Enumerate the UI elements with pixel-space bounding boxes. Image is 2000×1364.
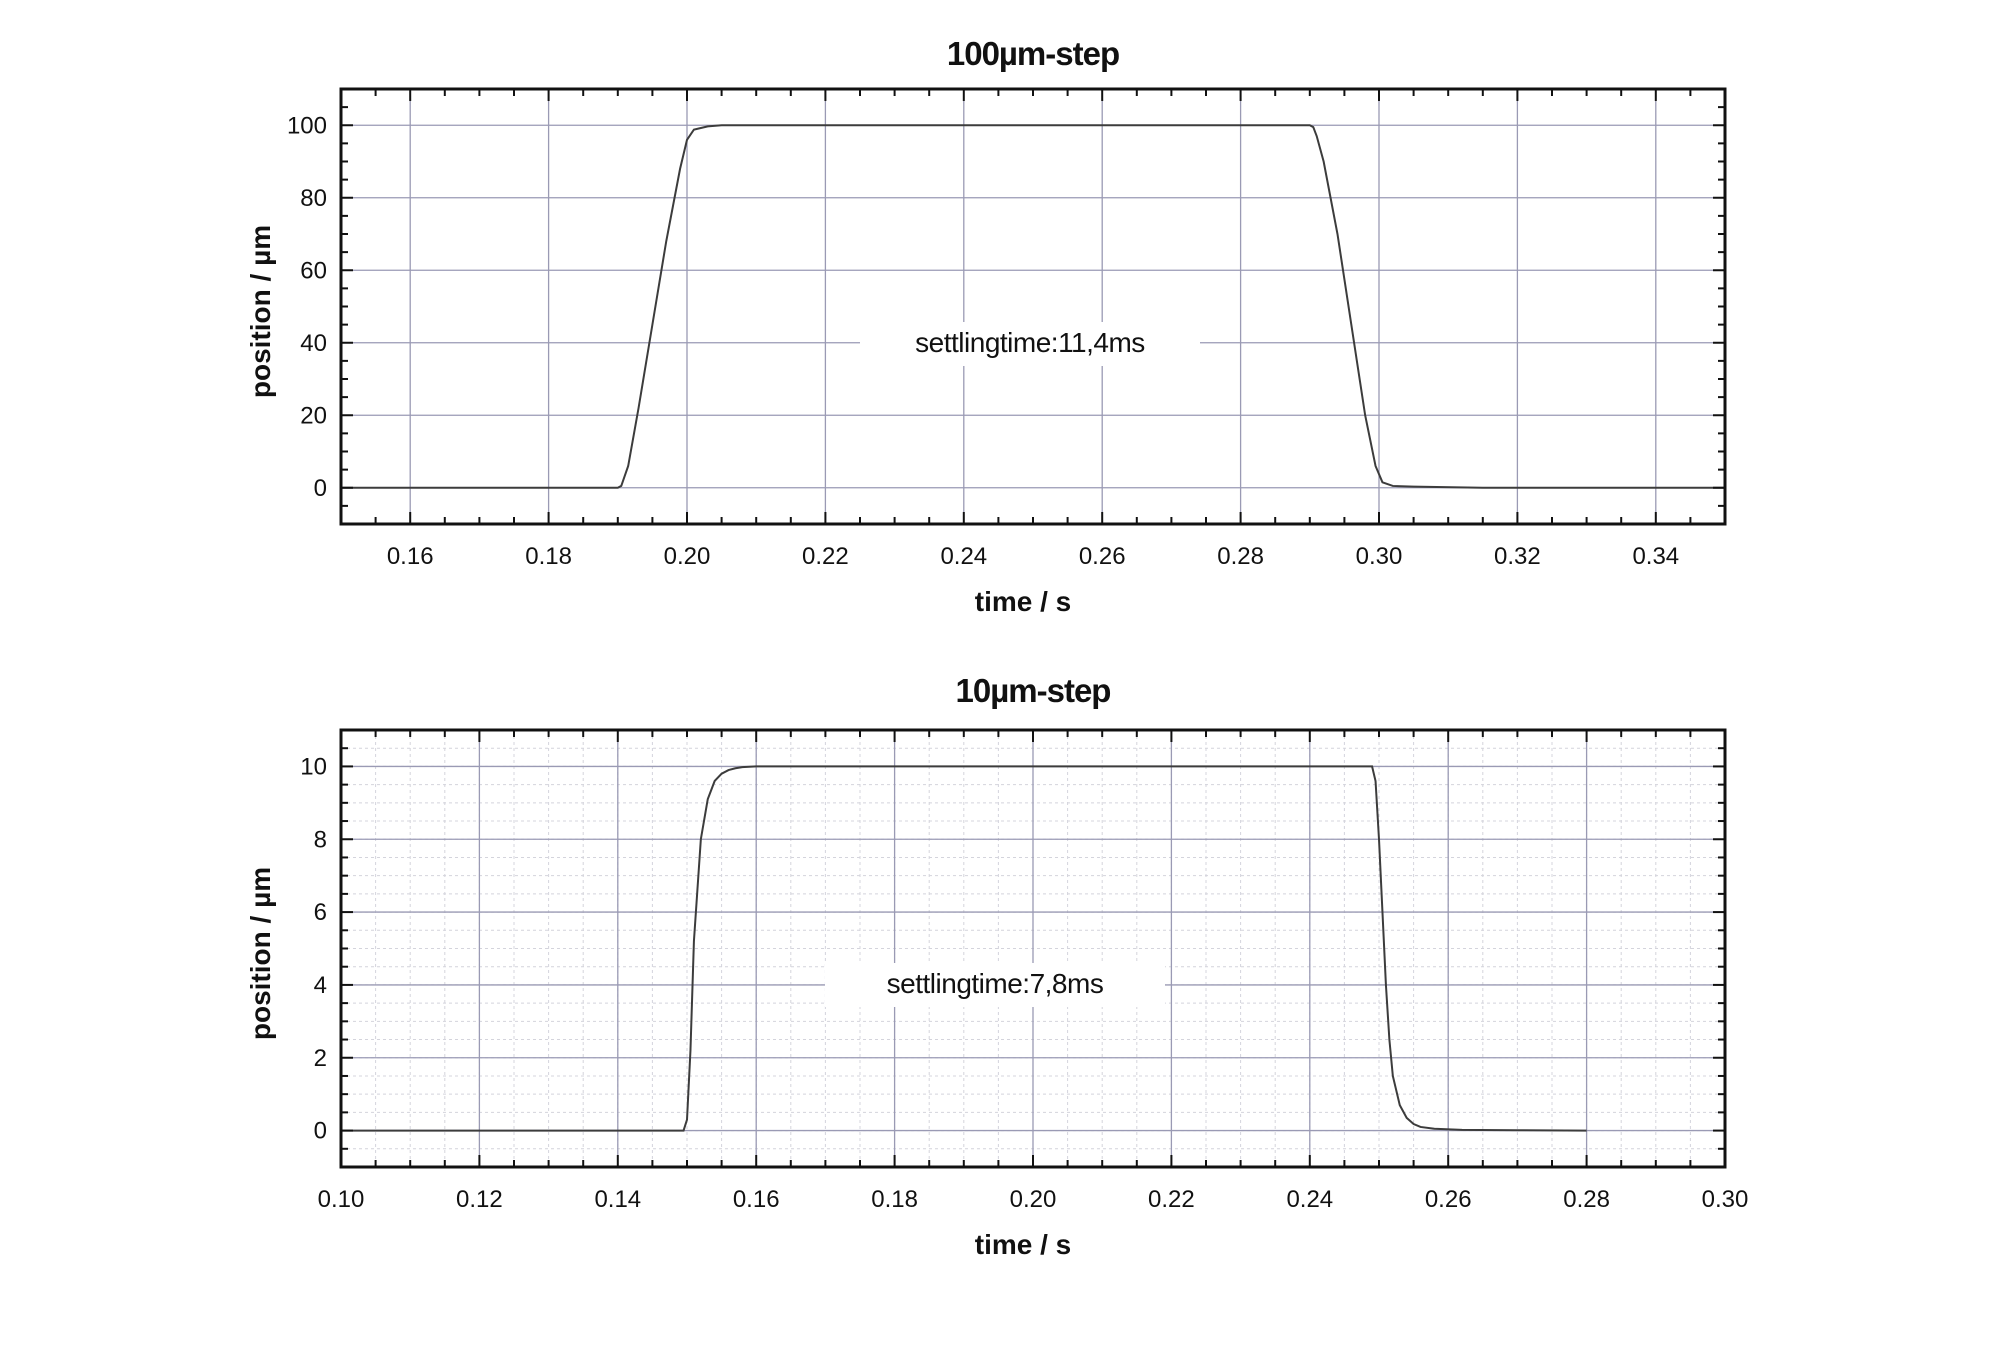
x-tick-label: 0.26: [1425, 1186, 1472, 1213]
x-tick-label: 0.18: [871, 1186, 918, 1213]
chart-100um-step: 100µm-step settlingtime:11,4ms 0.16 0.18 0.2…: [245, 35, 1727, 617]
x-tick-label: 0.24: [1286, 1186, 1333, 1213]
x-tick-label: 0.28: [1563, 1186, 1610, 1213]
y-tick-label: 100: [287, 112, 327, 139]
x-tick-label: 0.24: [940, 543, 987, 570]
chart-10um-step: 10µm-step settlingtime:7,8ms 0.10 0.12 0.14 0…: [245, 672, 1748, 1260]
y-tick-label: 80: [300, 185, 327, 212]
tick-marks: [340, 88, 1726, 525]
y-tick-label: 0: [314, 1118, 327, 1145]
tick-marks: [340, 729, 1726, 1168]
x-tick-label: 0.16: [387, 543, 434, 570]
y-tick-label: 4: [314, 972, 327, 999]
x-tick-label: 0.16: [733, 1186, 780, 1213]
y-tick-label: 0: [314, 475, 327, 502]
y-axis-label: position / µm: [245, 225, 276, 398]
y-tick-label: 2: [314, 1045, 327, 1072]
y-tick-label: 8: [314, 826, 327, 853]
x-tick-label: 0.26: [1079, 543, 1126, 570]
x-axis-label: time / s: [975, 586, 1071, 617]
series-line: [341, 765, 1587, 1132]
x-tick-label: 0.22: [802, 543, 849, 570]
x-tick-label: 0.30: [1356, 543, 1403, 570]
settling-time-annotation: settlingtime:11,4ms: [915, 327, 1145, 358]
y-axis-label: position / µm: [245, 867, 276, 1040]
y-tick-label: 10: [300, 753, 327, 780]
x-tick-label: 0.10: [318, 1186, 365, 1213]
x-tick-label: 0.20: [664, 543, 711, 570]
x-tick-label: 0.32: [1494, 543, 1541, 570]
x-tick-label: 0.34: [1632, 543, 1679, 570]
y-tick-label: 40: [300, 330, 327, 357]
annotation-background: [825, 963, 1165, 1007]
x-tick-label: 0.28: [1217, 543, 1264, 570]
y-tick-label: 6: [314, 899, 327, 926]
x-tick-label: 0.12: [456, 1186, 503, 1213]
chart-title: 10µm-step: [956, 672, 1111, 709]
series-line: [341, 124, 1725, 489]
x-tick-label: 0.18: [525, 543, 572, 570]
y-tick-label: 20: [300, 402, 327, 429]
x-tick-label: 0.20: [1010, 1186, 1057, 1213]
x-tick-label: 0.14: [594, 1186, 641, 1213]
plot-area: [341, 89, 1725, 524]
settling-time-annotation: settlingtime:7,8ms: [887, 968, 1104, 999]
y-tick-label: 60: [300, 257, 327, 284]
x-axis-label: time / s: [975, 1229, 1071, 1260]
annotation-background: [860, 322, 1200, 366]
x-tick-label: 0.22: [1148, 1186, 1195, 1213]
chart-title: 100µm-step: [947, 35, 1119, 72]
x-tick-label: 0.30: [1702, 1186, 1749, 1213]
